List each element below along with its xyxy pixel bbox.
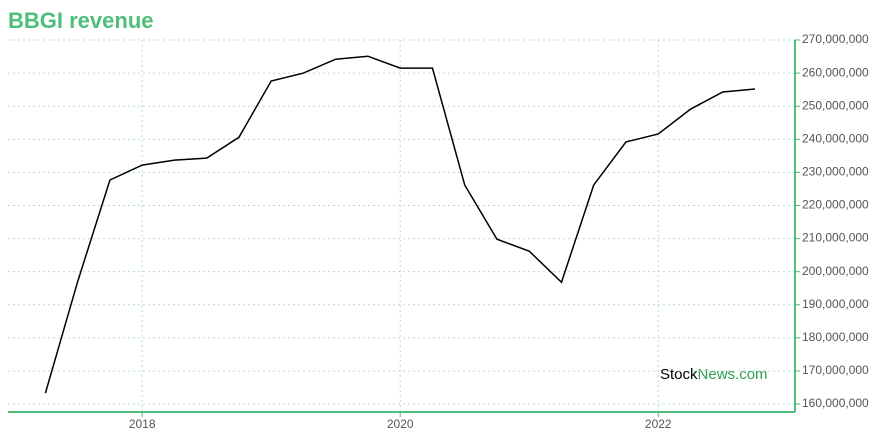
y-tick-label: 190,000,000 — [802, 297, 869, 311]
y-tick-label: 180,000,000 — [802, 330, 869, 344]
x-tick-label: 2022 — [645, 417, 672, 431]
x-tick-label: 2020 — [387, 417, 414, 431]
y-tick-label: 250,000,000 — [802, 98, 869, 112]
y-tick-label: 160,000,000 — [802, 396, 869, 410]
y-tick-label: 230,000,000 — [802, 165, 869, 179]
y-tick-label: 240,000,000 — [802, 131, 869, 145]
y-tick-label: 260,000,000 — [802, 65, 869, 79]
y-tick-label: 210,000,000 — [802, 231, 869, 245]
watermark-news: News.com — [698, 366, 768, 383]
watermark-stock: Stock — [660, 366, 698, 383]
y-tick-label: 270,000,000 — [802, 32, 869, 46]
watermark: StockNews.com — [660, 366, 768, 383]
series-line — [44, 55, 756, 394]
chart-title: BBGI revenue — [8, 8, 154, 33]
y-tick-label: 170,000,000 — [802, 363, 869, 377]
y-tick-label: 220,000,000 — [802, 198, 869, 212]
x-tick-label: 2018 — [129, 417, 156, 431]
y-tick-label: 200,000,000 — [802, 264, 869, 278]
